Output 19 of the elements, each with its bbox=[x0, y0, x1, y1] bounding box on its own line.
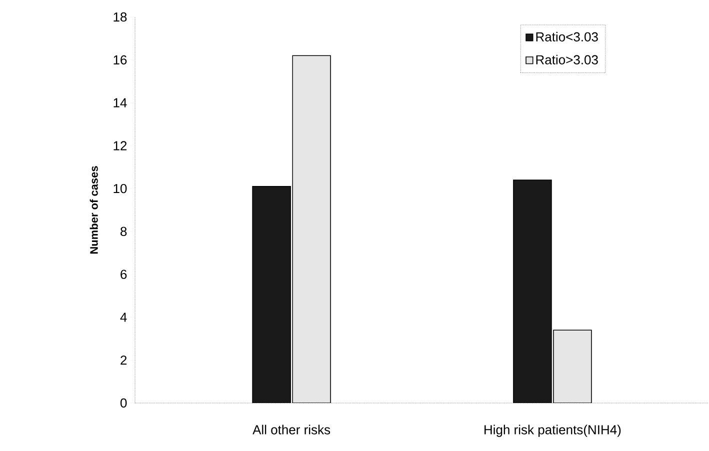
y-tick-label: 16 bbox=[114, 55, 127, 64]
y-tick-label: 4 bbox=[120, 312, 127, 322]
x-tick-label: All other risks bbox=[252, 424, 330, 434]
y-tick-label: 12 bbox=[114, 141, 127, 150]
y-tick-label: 10 bbox=[114, 184, 127, 194]
bar bbox=[292, 55, 331, 403]
y-axis-title: Number of cases bbox=[90, 166, 98, 254]
x-tick-label: High risk patients(NIH4) bbox=[484, 424, 621, 437]
y-tick-label: 2 bbox=[120, 356, 127, 365]
bar bbox=[513, 180, 552, 403]
y-tick-label: 0 bbox=[120, 398, 127, 408]
y-tick-label: 6 bbox=[120, 270, 127, 279]
legend-label: Ratio>3.03 bbox=[536, 54, 598, 64]
y-tick-label: 14 bbox=[114, 98, 127, 108]
bar bbox=[252, 186, 291, 403]
y-tick-label: 18 bbox=[114, 12, 127, 22]
y-tick-label: 8 bbox=[120, 226, 127, 236]
legend-label: Ratio<3.03 bbox=[536, 32, 598, 42]
bar bbox=[553, 330, 592, 403]
